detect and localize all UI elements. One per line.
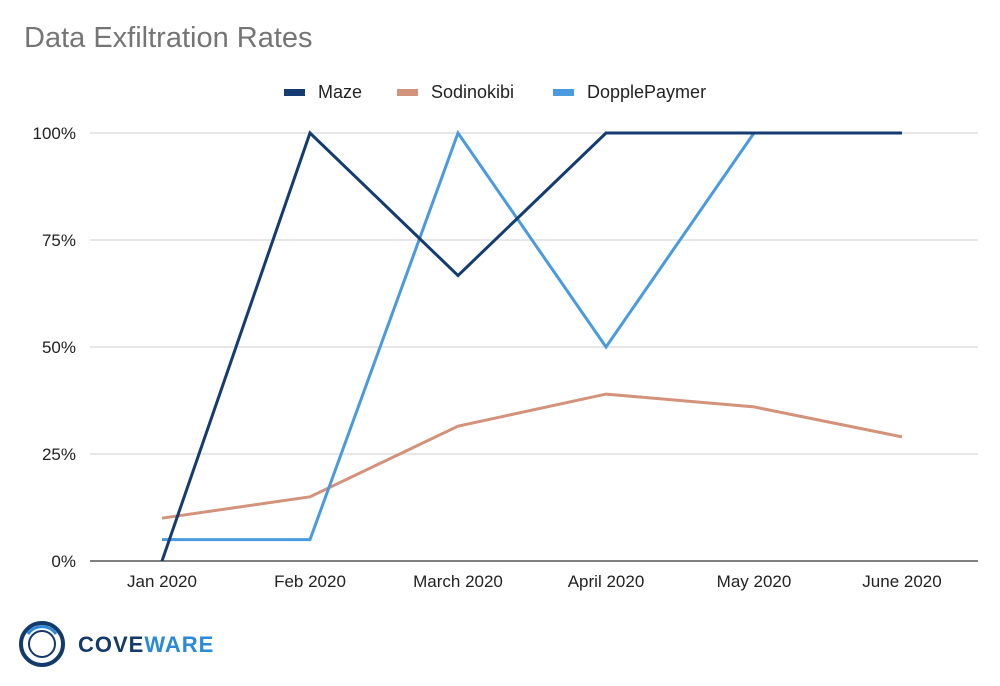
- series-line-dopplepaymer: [162, 129, 902, 542]
- x-tick-label: June 2020: [862, 572, 941, 591]
- chart-title: Data Exfiltration Rates: [24, 22, 313, 54]
- logo-text-part-a: COVE: [78, 632, 145, 657]
- legend-swatch-sodinokibi: [397, 89, 418, 96]
- x-tick-label: Jan 2020: [127, 572, 197, 591]
- x-tick-label: Feb 2020: [274, 572, 346, 591]
- x-tick-label: May 2020: [717, 572, 792, 591]
- x-axis-ticks: Jan 2020 Feb 2020 March 2020 April 2020 May …: [127, 572, 942, 591]
- logo-text-part-b: WARE: [144, 632, 215, 657]
- x-tick-label: March 2020: [413, 572, 503, 591]
- series-line-maze: [160, 130, 902, 562]
- coveware-logo-text: COVEWARE: [78, 632, 214, 658]
- coveware-logo: [18, 620, 198, 670]
- legend-swatch-maze: [284, 89, 305, 96]
- legend-label-sodinokibi: Sodinokibi: [431, 82, 514, 102]
- y-axis-ticks: 0% 25% 50% 75% 100%: [33, 124, 76, 571]
- legend-label-dopplepaymer: DopplePaymer: [587, 82, 706, 102]
- y-tick-label: 50%: [42, 338, 76, 357]
- gridlines: [90, 132, 978, 562]
- y-tick-label: 25%: [42, 445, 76, 464]
- legend-swatch-dopplepaymer: [553, 89, 574, 96]
- series-lines: [160, 129, 903, 562]
- y-tick-label: 100%: [33, 124, 76, 143]
- series-line-sodinokibi: [161, 392, 903, 520]
- legend: Maze Sodinokibi DopplePaymer: [284, 82, 706, 102]
- y-tick-label: 0%: [51, 552, 76, 571]
- x-tick-label: April 2020: [568, 572, 645, 591]
- y-tick-label: 75%: [42, 231, 76, 250]
- coveware-logo-icon: [19, 621, 65, 667]
- legend-label-maze: Maze: [318, 82, 362, 102]
